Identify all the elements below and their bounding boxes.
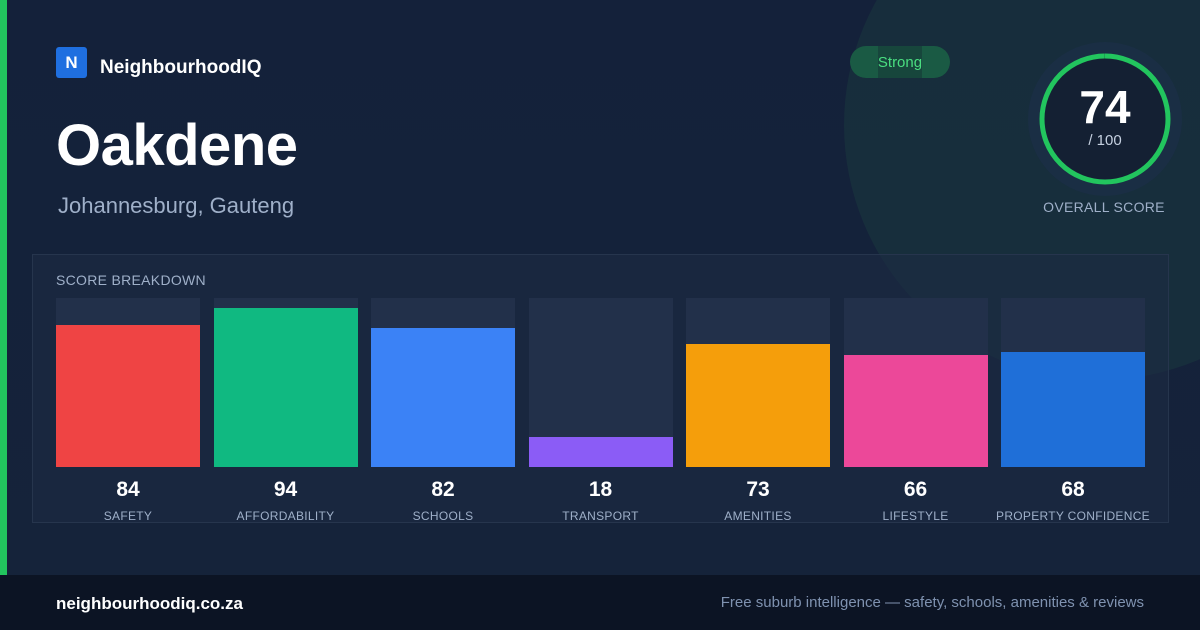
bar-track [371, 298, 515, 467]
footer: neighbourhoodiq.co.za Free suburb intell… [0, 575, 1200, 630]
bar-track [213, 298, 358, 467]
footer-domain: neighbourhoodiq.co.za [56, 594, 243, 613]
bar-track [686, 298, 830, 467]
overall-score-caption: OVERALL SCORE [1043, 199, 1165, 215]
bar-fill [528, 437, 673, 467]
score-ring-progress [1039, 53, 1171, 185]
overall-score-max: / 100 [1088, 132, 1122, 149]
bar-value-label: 66 [903, 478, 928, 501]
score-breakdown-panel: SCORE BREAKDOWN 84 SAFETY 94 AFFORDABILITY 8… [32, 254, 1169, 523]
card-canvas: N NeighbourhoodIQ Oakdene Johannesburg, … [0, 0, 1200, 575]
bar-fill [686, 344, 830, 467]
bar-fill [213, 308, 358, 467]
bar-value-label: 73 [746, 478, 770, 501]
brand-logo-icon: N [56, 47, 87, 78]
bar-track [843, 298, 988, 467]
bar-category-label: AMENITIES [724, 509, 792, 523]
bar-category-label: AFFORDABILITY [236, 509, 335, 523]
accent-bar [0, 0, 7, 575]
score-ring-inner [1042, 56, 1168, 182]
bar-track [528, 298, 673, 467]
bar-value-label: 94 [273, 478, 298, 501]
breakdown-title: SCORE BREAKDOWN [56, 272, 206, 288]
bar-category-label: TRANSPORT [562, 509, 639, 523]
bar-fill [1001, 352, 1145, 467]
suburb-location: Johannesburg, Gauteng [58, 193, 295, 218]
brand-name: NeighbourhoodIQ [100, 57, 262, 78]
bar-value-label: 84 [116, 478, 140, 501]
bar-category-label: SAFETY [103, 509, 153, 523]
bar-value-label: 68 [1061, 478, 1085, 501]
bar-category-label: LIFESTYLE [882, 509, 949, 523]
suburb-title: Oakdene [56, 113, 298, 178]
bar-value-label: 18 [588, 478, 613, 501]
brand: N NeighbourhoodIQ [56, 46, 261, 79]
bar-track [56, 298, 200, 467]
overall-score-ring: 74 / 100 [1028, 42, 1182, 196]
overall-score-value: 74 [1079, 81, 1131, 133]
bar-category-label: SCHOOLS [412, 509, 474, 523]
bar-fill [371, 328, 515, 467]
footer-tagline: Free suburb intelligence — safety, schoo… [720, 594, 1144, 611]
bar-value-label: 82 [431, 478, 455, 501]
rating-badge-label: Strong [877, 53, 923, 71]
bar-category-label: PROPERTY CONFIDENCE [996, 509, 1150, 523]
bar-track [1001, 298, 1145, 467]
rating-badge: Strong [850, 46, 950, 78]
bar-fill [843, 355, 988, 467]
bar-fill [56, 325, 200, 467]
